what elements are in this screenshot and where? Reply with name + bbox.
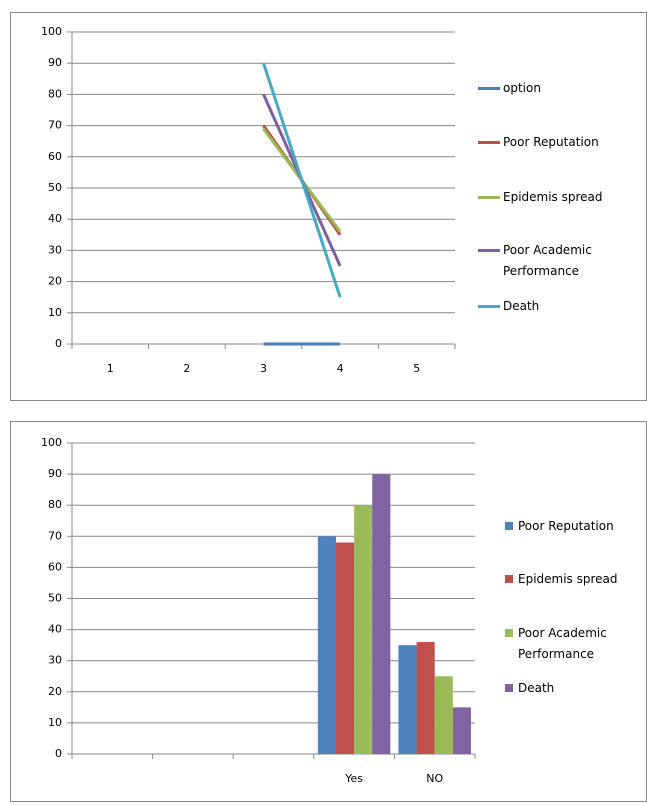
legend-item: Poor Academic Performance	[505, 623, 635, 665]
y-tick-label: 90	[48, 56, 62, 69]
y-tick-label: 70	[48, 119, 62, 132]
y-tick-label: 100	[41, 436, 62, 449]
y-tick-label: 10	[48, 306, 62, 319]
bar	[317, 536, 336, 754]
legend-label: Poor Academic Performance	[503, 243, 592, 278]
bar	[372, 474, 391, 754]
y-tick-label: 20	[48, 685, 62, 698]
legend-item: Epidemis spread	[505, 569, 635, 590]
y-tick-label: 0	[55, 337, 62, 350]
legend-swatch	[478, 196, 500, 199]
y-tick-label: 40	[48, 212, 62, 225]
legend-item: Death	[478, 296, 608, 317]
legend-label: option	[503, 81, 541, 95]
legend-label: Death	[518, 681, 555, 695]
y-tick-label: 30	[48, 243, 62, 256]
x-tick-label: 3	[260, 362, 267, 375]
bar	[452, 707, 471, 754]
legend-item: Poor Academic Performance	[478, 240, 608, 282]
legend-item: Poor Reputation	[505, 516, 635, 537]
legend-label: Epidemis spread	[518, 572, 618, 586]
chart-frame	[10, 12, 647, 401]
y-tick-label: 20	[48, 275, 62, 288]
legend-swatch	[505, 684, 513, 692]
legend-item: option	[478, 78, 608, 99]
y-tick-label: 40	[48, 623, 62, 636]
legend-swatch	[505, 522, 513, 530]
line-series	[262, 62, 342, 298]
legend-label: Poor Reputation	[518, 519, 614, 533]
bar	[434, 676, 453, 754]
x-tick-label: 1	[107, 362, 114, 375]
y-tick-label: 50	[48, 592, 62, 605]
x-tick-label: Yes	[344, 772, 363, 785]
y-tick-label: 50	[48, 181, 62, 194]
y-tick-label: 80	[48, 498, 62, 511]
y-tick-label: 0	[55, 747, 62, 760]
legend-swatch	[478, 249, 500, 252]
x-tick-label: 4	[337, 362, 344, 375]
bar	[335, 542, 355, 754]
bar	[354, 505, 373, 754]
y-tick-label: 90	[48, 467, 62, 480]
legend-swatch	[505, 575, 513, 583]
y-tick-label: 80	[48, 87, 62, 100]
y-tick-label: 30	[48, 654, 62, 667]
y-tick-label: 60	[48, 560, 62, 573]
legend-item: Poor Reputation	[478, 132, 608, 153]
legend-label: Poor Academic Performance	[518, 626, 607, 661]
x-tick-label: NO	[426, 772, 443, 785]
x-tick-label: 2	[183, 362, 190, 375]
y-tick-label: 100	[41, 25, 62, 38]
legend-item: Death	[505, 678, 635, 699]
legend-swatch	[505, 629, 513, 637]
legend-item: Epidemis spread	[478, 187, 608, 208]
y-tick-label: 10	[48, 716, 62, 729]
bar	[416, 642, 435, 754]
legend-swatch	[478, 141, 500, 144]
legend-swatch	[478, 305, 500, 308]
bar	[398, 645, 417, 754]
x-tick-label: 5	[413, 362, 420, 375]
legend-label: Epidemis spread	[503, 190, 603, 204]
y-tick-label: 70	[48, 529, 62, 542]
y-tick-label: 60	[48, 150, 62, 163]
legend-label: Death	[503, 299, 540, 313]
legend-label: Poor Reputation	[503, 135, 599, 149]
legend-swatch	[478, 87, 500, 90]
